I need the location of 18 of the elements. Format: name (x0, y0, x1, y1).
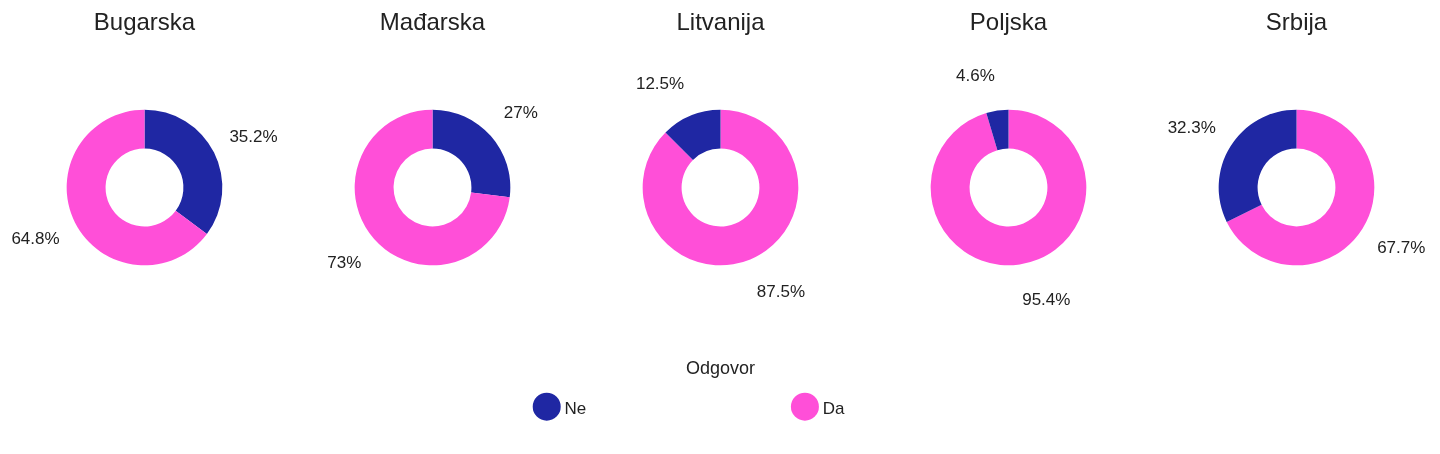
data-label: 73% (327, 252, 362, 272)
legend-label: Da (822, 399, 846, 418)
data-label: 4.6% (956, 66, 995, 86)
data-label: 87.5% (756, 282, 806, 302)
chart-title: Mađarska (379, 7, 486, 35)
data-label: 27% (503, 103, 538, 123)
data-label: 32.3% (1167, 118, 1216, 138)
chart-title: Poljska (969, 7, 1048, 35)
data-label: 67.7% (1377, 237, 1426, 257)
chart-title: Srbija (1265, 7, 1328, 35)
legend-label: Ne (564, 399, 587, 418)
data-label: 95.4% (1022, 289, 1071, 309)
chart-title: Litvanija (676, 7, 766, 35)
chart-title: Bugarska (93, 7, 196, 35)
legend-title: Odgovor (685, 358, 756, 378)
data-label: 35.2% (229, 127, 278, 147)
data-label: 64.8% (11, 228, 60, 248)
data-label: 12.5% (635, 73, 685, 93)
